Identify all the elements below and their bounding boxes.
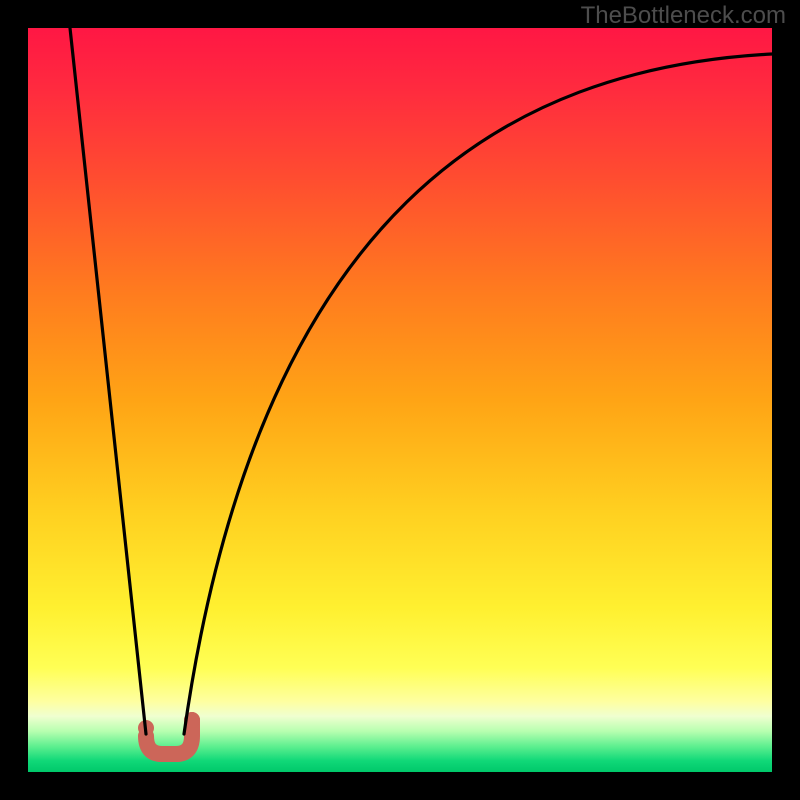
- chart-svg: [28, 28, 772, 772]
- plot-area: [28, 28, 772, 772]
- attribution-text: TheBottleneck.com: [581, 2, 786, 30]
- chart-container: TheBottleneck.com: [0, 0, 800, 800]
